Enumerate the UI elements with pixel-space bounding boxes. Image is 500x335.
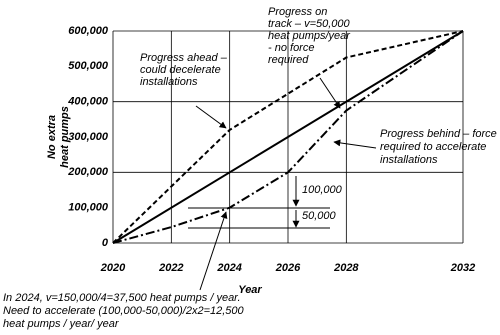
annotation: installations <box>140 76 198 88</box>
annotation: 100,000 <box>302 184 343 196</box>
pointer-arrow <box>195 105 227 129</box>
y-tick-label: 200,000 <box>67 166 109 178</box>
annotation: installations <box>380 154 438 166</box>
x-tick-label: 2020 <box>100 262 126 274</box>
y-tick-label: 500,000 <box>68 60 109 72</box>
annotation: Progress behind – force <box>380 128 497 140</box>
annotation: heat pumps / year/ year <box>3 318 120 330</box>
y-tick-label: 600,000 <box>68 25 109 37</box>
annotation: Progress ahead – <box>140 52 228 64</box>
annotation: In 2024, v=150,000/4=37,500 heat pumps /… <box>3 292 241 304</box>
series-line <box>112 30 464 244</box>
y-axis-label: No extra <box>46 115 58 159</box>
y-tick-label: 300,000 <box>68 131 109 143</box>
annotation: - no force <box>268 42 314 54</box>
annotation-lines <box>188 77 377 291</box>
x-tick-label: 2032 <box>450 262 475 274</box>
x-tick-label: 2024 <box>216 262 241 274</box>
annotation: 50,000 <box>302 210 337 222</box>
annotation: could decelerate <box>140 64 221 76</box>
x-axis-label: Year <box>238 284 262 296</box>
y-tick-label: 400,000 <box>67 96 109 108</box>
pointer-arrow <box>333 139 377 149</box>
x-tick-label: 2028 <box>333 262 359 274</box>
annotation: track – v=50,000 <box>268 18 351 30</box>
y-axis-label: heat pumps <box>59 106 71 168</box>
x-tick-label: 2022 <box>158 262 183 274</box>
annotation: heat pumps/year <box>268 30 351 42</box>
annotation: required <box>268 54 309 66</box>
y-tick-label: 100,000 <box>68 202 109 214</box>
series-line <box>112 30 464 244</box>
series-line <box>112 30 464 244</box>
annotation: Progress on <box>268 6 327 18</box>
y-tick-label: 0 <box>102 237 109 249</box>
x-tick-label: 2026 <box>275 262 301 274</box>
pointer-arrow <box>319 77 341 109</box>
pointer-arrow <box>199 211 228 291</box>
annotation: Need to accelerate (100,000-50,000)/2x2=… <box>3 305 245 317</box>
annotation: required to accelerate <box>380 141 486 153</box>
